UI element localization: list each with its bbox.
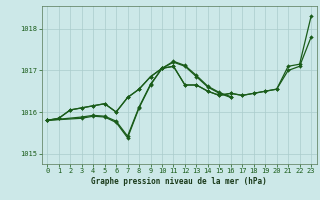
X-axis label: Graphe pression niveau de la mer (hPa): Graphe pression niveau de la mer (hPa) bbox=[91, 177, 267, 186]
